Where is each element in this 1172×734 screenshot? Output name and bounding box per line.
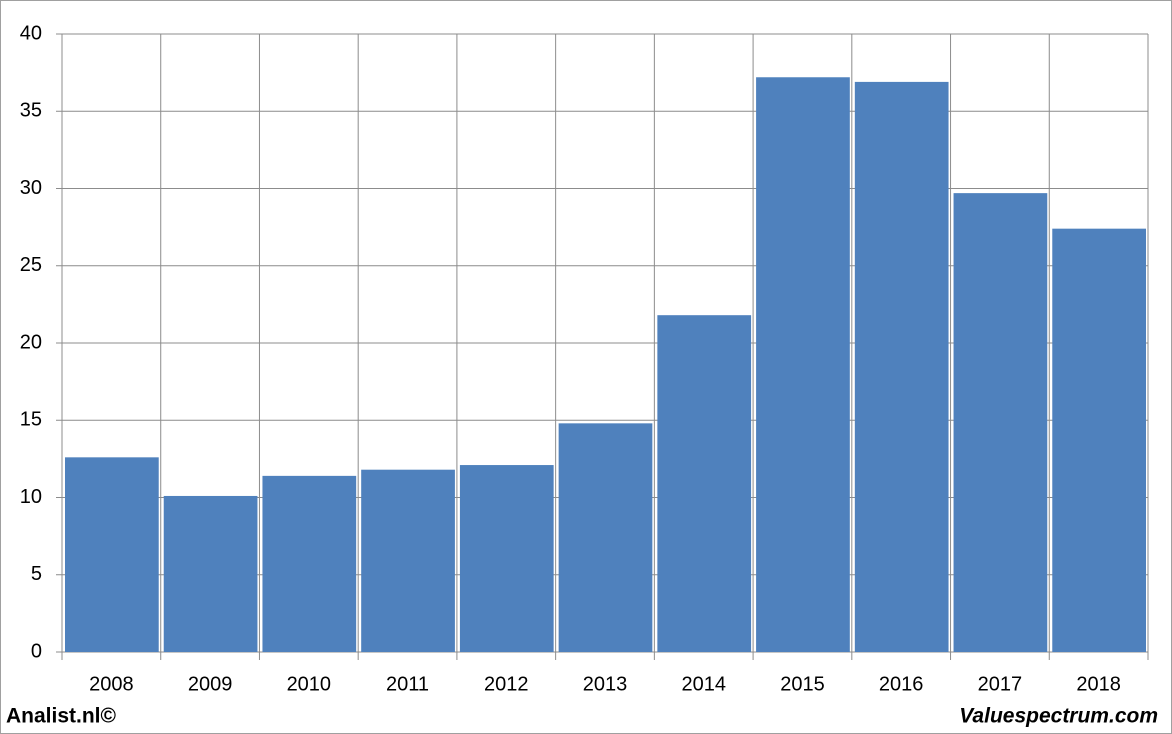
bar bbox=[953, 193, 1048, 652]
y-tick-label: 15 bbox=[20, 409, 42, 431]
bar bbox=[262, 475, 357, 652]
x-tick-label: 2018 bbox=[1076, 673, 1121, 695]
bar bbox=[163, 495, 258, 652]
x-tick-label: 2012 bbox=[484, 673, 529, 695]
x-tick-label: 2017 bbox=[978, 673, 1023, 695]
y-tick-label: 25 bbox=[20, 254, 42, 276]
y-tick-label: 20 bbox=[20, 331, 42, 353]
x-tick-label: 2008 bbox=[89, 673, 134, 695]
y-tick-label: 10 bbox=[20, 486, 42, 508]
bar bbox=[756, 77, 850, 652]
bar bbox=[558, 423, 653, 652]
bar bbox=[361, 469, 455, 652]
x-tick-label: 2011 bbox=[386, 673, 429, 695]
bar bbox=[1052, 228, 1146, 653]
x-tick-label: 2009 bbox=[188, 673, 233, 695]
x-tick-label: 2016 bbox=[879, 673, 924, 695]
y-tick-label: 0 bbox=[31, 640, 42, 662]
x-tick-label: 2010 bbox=[287, 673, 332, 695]
y-tick-label: 40 bbox=[20, 22, 42, 44]
x-tick-label: 2014 bbox=[681, 673, 726, 695]
y-tick-label: 30 bbox=[20, 177, 42, 199]
x-tick-label: 2013 bbox=[583, 673, 628, 695]
y-tick-label: 35 bbox=[20, 100, 42, 122]
x-tick-label: 2015 bbox=[780, 673, 825, 695]
bar bbox=[65, 457, 159, 652]
bar bbox=[459, 465, 554, 652]
bar bbox=[657, 315, 752, 652]
bar bbox=[854, 81, 949, 652]
footer-left: Analist.nl© bbox=[6, 705, 117, 728]
footer-right: Valuespectrum.com bbox=[959, 705, 1158, 728]
y-tick-label: 5 bbox=[31, 563, 42, 585]
